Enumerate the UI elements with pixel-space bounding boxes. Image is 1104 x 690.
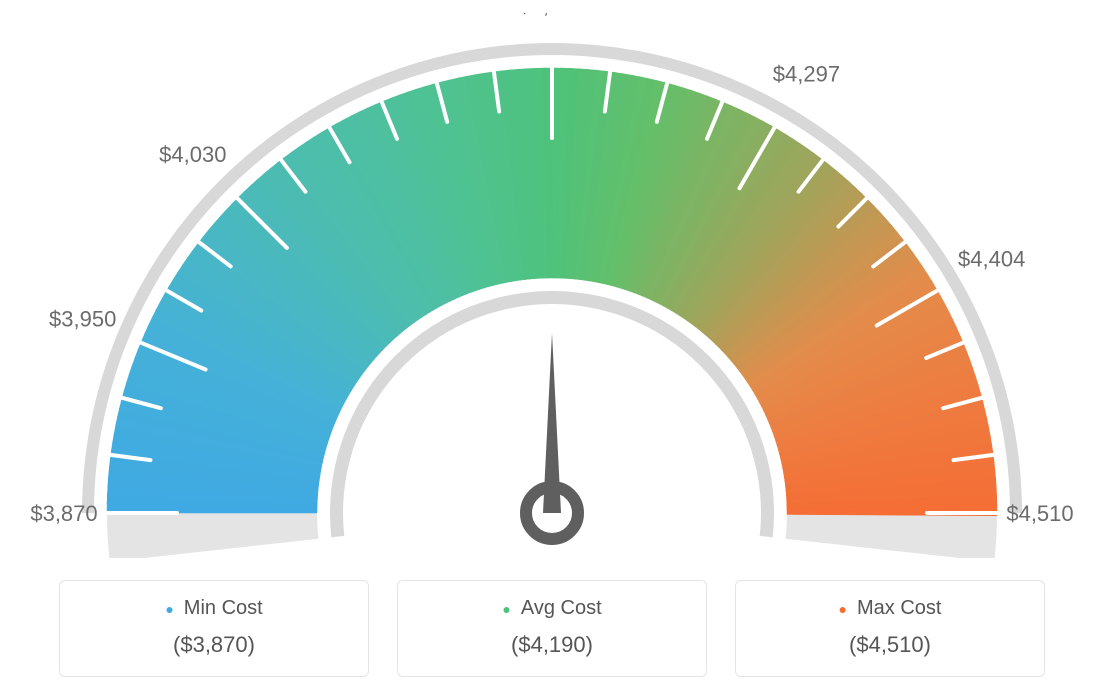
- legend-label-min: Min Cost: [184, 597, 263, 620]
- legend-card-min: ● Min Cost ($3,870): [59, 580, 369, 677]
- gauge-tick-label: $4,030: [159, 142, 226, 167]
- legend-label-avg: Avg Cost: [521, 597, 602, 620]
- gauge-tick-label: $4,297: [773, 61, 840, 86]
- legend-value-max: ($4,510): [849, 632, 931, 658]
- legend-card-avg: ● Avg Cost ($4,190): [397, 580, 707, 677]
- gauge-tick-label: $3,950: [49, 307, 116, 332]
- gauge-svg: $3,870 $3,950 $4,030 $4,190 $4,297 $4,404 $4,5…: [0, 13, 1104, 558]
- cost-gauge-widget: $3,870 $3,950 $4,030 $4,190 $4,297 $4,404 $4,5…: [0, 13, 1104, 677]
- legend-label-max: Max Cost: [857, 597, 941, 620]
- legend-value-min: ($3,870): [173, 632, 255, 658]
- legend-bullet-max: ●: [839, 601, 847, 617]
- legend-bullet-min: ●: [165, 601, 173, 617]
- gauge-tick-label: $3,870: [30, 501, 97, 526]
- gauge-tick-label: $4,190: [518, 13, 585, 18]
- legend-row: ● Min Cost ($3,870) ● Avg Cost ($4,190) …: [52, 580, 1052, 677]
- legend-bullet-avg: ●: [502, 601, 510, 617]
- legend-value-avg: ($4,190): [511, 632, 593, 658]
- legend-card-max: ● Max Cost ($4,510): [735, 580, 1045, 677]
- gauge-tick-label: $4,404: [958, 247, 1025, 272]
- gauge-tick-label: $4,510: [1006, 501, 1073, 526]
